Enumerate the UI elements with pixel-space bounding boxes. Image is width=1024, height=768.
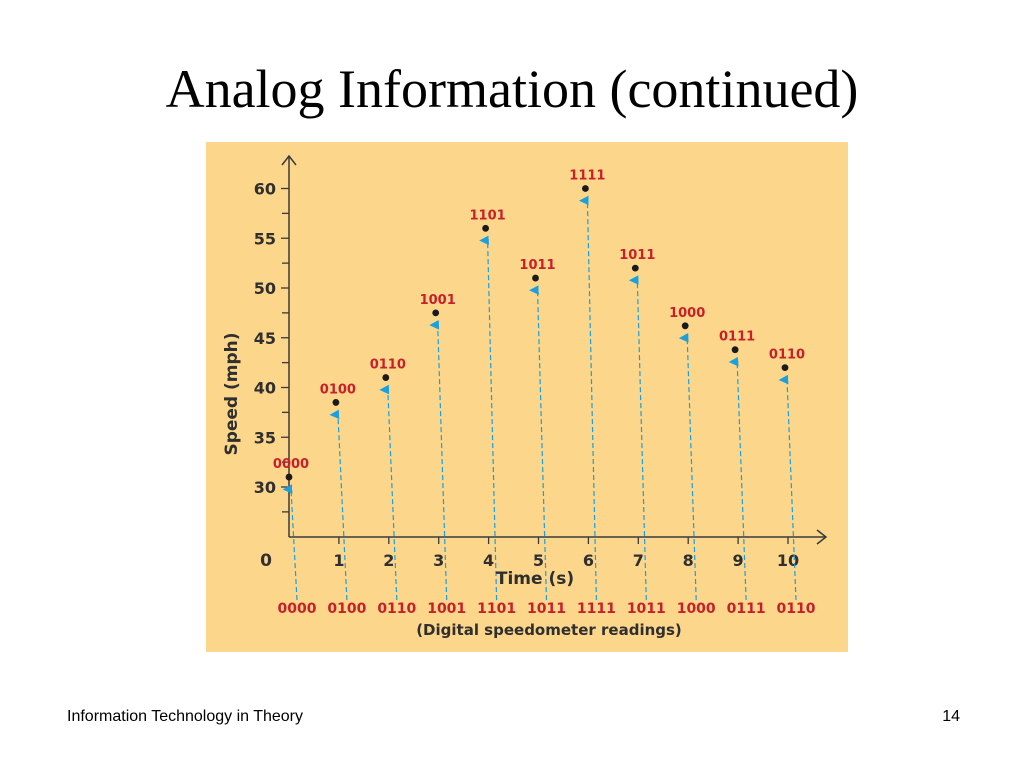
x-tick-label: 8: [683, 551, 694, 570]
x-tick-label: 5: [533, 551, 544, 570]
chart-background: [206, 142, 848, 652]
sample-arrow: [329, 409, 348, 601]
point-code-label: 0100: [320, 382, 356, 397]
point-code-label: 0110: [769, 348, 805, 363]
x-axis-label: Time (s): [496, 569, 574, 589]
digital-reading: 0110: [777, 601, 816, 617]
slide-title: Analog Information (continued): [165, 59, 859, 119]
data-point: [285, 473, 293, 481]
data-point: [631, 264, 639, 272]
x-axis-arrow: [816, 529, 828, 545]
data-point: [781, 364, 789, 371]
chart-caption: (Digital speedometer readings): [416, 621, 682, 639]
point-code-label: 0000: [273, 457, 309, 472]
origin-label: 0: [260, 551, 272, 571]
y-tick-label: 55: [254, 229, 276, 248]
digital-reading: 1011: [627, 601, 666, 617]
data-point: [332, 399, 340, 406]
digital-reading: 1101: [477, 601, 516, 617]
data-point: [731, 346, 739, 354]
point-code-label: 1001: [420, 293, 456, 308]
sample-arrow: [479, 235, 498, 601]
y-tick-label: 40: [254, 379, 276, 398]
digital-reading: 1011: [527, 601, 566, 617]
y-tick-label: 45: [254, 329, 276, 348]
sample-arrow: [379, 384, 398, 601]
digital-reading: 0110: [377, 601, 416, 617]
sample-arrow: [778, 374, 797, 601]
point-code-label: 1101: [470, 208, 506, 223]
point-code-label: 0110: [370, 358, 406, 373]
sample-arrow: [529, 285, 548, 601]
x-tick-label: 9: [733, 551, 744, 570]
y-tick-label: 35: [254, 428, 276, 447]
data-point: [482, 224, 489, 232]
sample-arrow: [282, 484, 298, 601]
x-tick-label: 4: [483, 551, 494, 570]
x-tick-label: 10: [777, 551, 799, 570]
data-point: [582, 185, 589, 192]
point-code-label: 1011: [619, 248, 655, 263]
point-code-label: 0111: [719, 330, 755, 345]
y-tick-label: 50: [254, 279, 276, 298]
x-tick-label: 3: [433, 551, 444, 570]
point-code-label: 1111: [569, 169, 605, 184]
digital-reading: 0111: [727, 601, 766, 617]
sample-arrow: [678, 332, 697, 601]
y-tick-label: 30: [254, 478, 276, 497]
page-number: 14: [942, 708, 960, 725]
sample-arrow: [579, 195, 597, 601]
data-point: [382, 374, 390, 381]
y-axis-arrow: [281, 154, 297, 166]
data-point: [432, 309, 440, 317]
y-tick-label: 60: [254, 180, 276, 199]
x-tick-label: 6: [583, 551, 594, 570]
speedometer-chart-panel: 30 35 40 45 50 55 60 1 2 3 4 5 6 7 8 9 10 0000 0100 0110 100…: [206, 142, 848, 652]
data-point: [532, 274, 539, 282]
sample-arrow: [628, 275, 647, 601]
digital-reading: 0100: [327, 601, 366, 617]
x-tick-label: 2: [383, 551, 394, 570]
footer-course-title: Information Technology in Theory: [67, 708, 303, 725]
digital-reading: 1000: [677, 601, 716, 617]
data-point: [681, 322, 689, 330]
point-code-label: 1000: [669, 306, 705, 321]
x-tick-label: 1: [333, 551, 344, 570]
digital-reading: 1001: [427, 601, 466, 617]
y-axis-label: Speed (mph): [222, 332, 242, 455]
digital-reading: 1111: [577, 601, 616, 617]
sample-arrow: [429, 320, 448, 601]
point-code-label: 1011: [519, 258, 555, 273]
x-tick-label: 7: [633, 551, 644, 570]
digital-reading: 0000: [278, 601, 317, 617]
